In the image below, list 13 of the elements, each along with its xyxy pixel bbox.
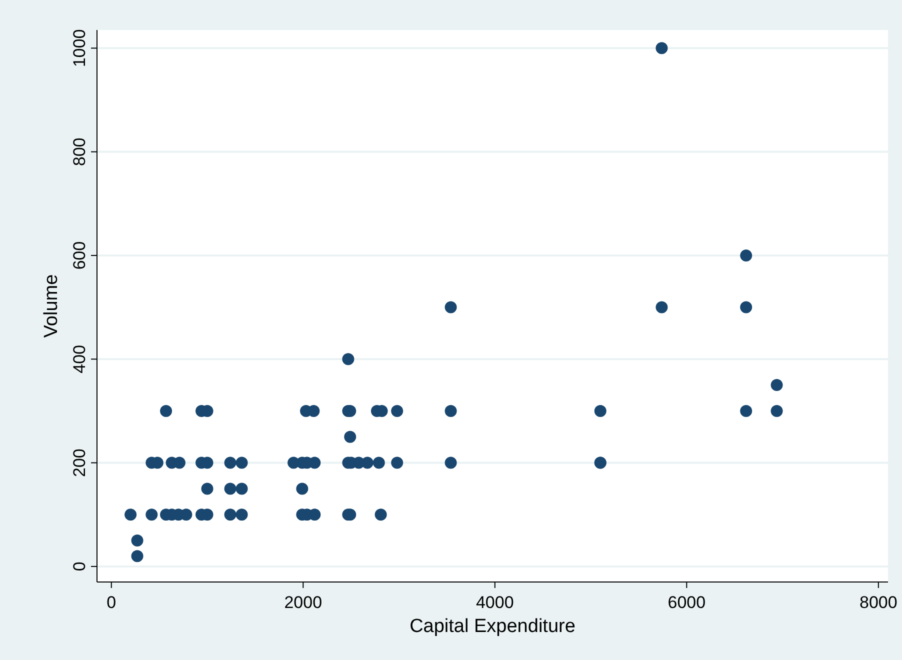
y-tick-label: 800 <box>70 138 89 166</box>
x-tick-label: 2000 <box>284 593 322 612</box>
x-tick-label: 8000 <box>860 593 898 612</box>
y-tick-label: 200 <box>70 448 89 477</box>
y-tick-label: 1000 <box>70 29 89 68</box>
y-tick-label: 400 <box>70 344 89 374</box>
x-tick-label: 0 <box>106 593 116 612</box>
x-tick-label: 6000 <box>668 593 706 612</box>
x-axis-title: Capital Expenditure <box>410 616 576 637</box>
y-tick-label: 0 <box>70 562 89 572</box>
y-tick-label: 600 <box>70 241 89 270</box>
y-axis-title: Volume <box>41 274 62 338</box>
x-tick-label: 4000 <box>476 593 514 612</box>
